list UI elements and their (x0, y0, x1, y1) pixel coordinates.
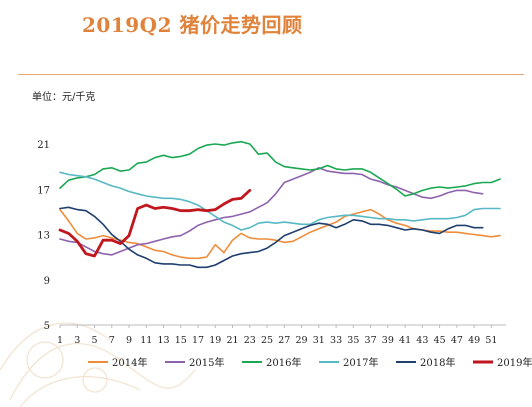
chart-legend: 2014年 2015年 2016年 2017年 2018年 2019年 (88, 356, 532, 369)
x-tick-label: 47 (451, 335, 463, 346)
x-tick-label: 1 (57, 335, 63, 346)
series-line-2014年 (59, 208, 501, 260)
legend-label: 2017年 (343, 356, 378, 369)
legend-item-2016年: 2016年 (242, 356, 301, 369)
x-tick-label: 15 (175, 335, 187, 346)
x-tick-label: 37 (365, 335, 377, 346)
x-tick-label: 25 (261, 335, 273, 346)
legend-item-2018年: 2018年 (396, 356, 455, 369)
x-tick-label: 21 (227, 335, 239, 346)
series-line-2015年 (59, 167, 484, 256)
unit-label: 单位：元/千克 (32, 92, 96, 103)
series-line-2018年 (59, 206, 484, 269)
series-line-2019年 (58, 188, 252, 258)
x-tick-label: 45 (434, 335, 446, 346)
legend-item-2017年: 2017年 (319, 356, 378, 369)
x-tick-label: 35 (347, 335, 359, 346)
legend-label: 2018年 (420, 356, 455, 369)
x-tick-label: 7 (109, 335, 115, 346)
x-tick-label: 43 (416, 335, 428, 346)
y-tick-label: 5 (44, 321, 50, 332)
x-tick-label: 51 (485, 335, 497, 346)
y-tick-label: 17 (37, 185, 50, 196)
x-tick-label: 31 (313, 335, 325, 346)
legend-item-2014年: 2014年 (88, 356, 147, 369)
x-tick-label: 27 (278, 335, 290, 346)
x-tick-label: 17 (192, 335, 204, 346)
chart-series (58, 140, 501, 269)
x-tick-label: 3 (74, 335, 80, 346)
x-tick-label: 33 (330, 335, 342, 346)
x-tick-label: 39 (382, 335, 394, 346)
x-tick-label: 29 (296, 335, 308, 346)
y-tick-label: 13 (37, 231, 50, 242)
x-tick-label: 41 (399, 335, 411, 346)
page-title: 2019Q2 猪价走势回顾 (82, 13, 303, 37)
legend-label: 2014年 (112, 356, 147, 369)
legend-label: 2016年 (266, 356, 301, 369)
y-tick-label: 9 (44, 276, 50, 287)
legend-item-2015年: 2015年 (165, 356, 224, 369)
x-tick-label: 11 (140, 335, 152, 346)
y-tick-label: 21 (37, 140, 50, 151)
series-line-2016年 (59, 140, 501, 197)
x-tick-label: 49 (468, 335, 480, 346)
x-tick-label: 23 (244, 335, 256, 346)
legend-item-2019年: 2019年 (473, 356, 532, 369)
title-rule (18, 74, 524, 75)
x-tick-label: 5 (91, 335, 97, 346)
legend-label: 2019年 (497, 356, 532, 369)
legend-label: 2015年 (189, 356, 224, 369)
x-tick-label: 9 (126, 335, 132, 346)
series-line-2017年 (59, 171, 501, 231)
x-tick-label: 19 (209, 335, 221, 346)
x-tick-label: 13 (157, 335, 169, 346)
